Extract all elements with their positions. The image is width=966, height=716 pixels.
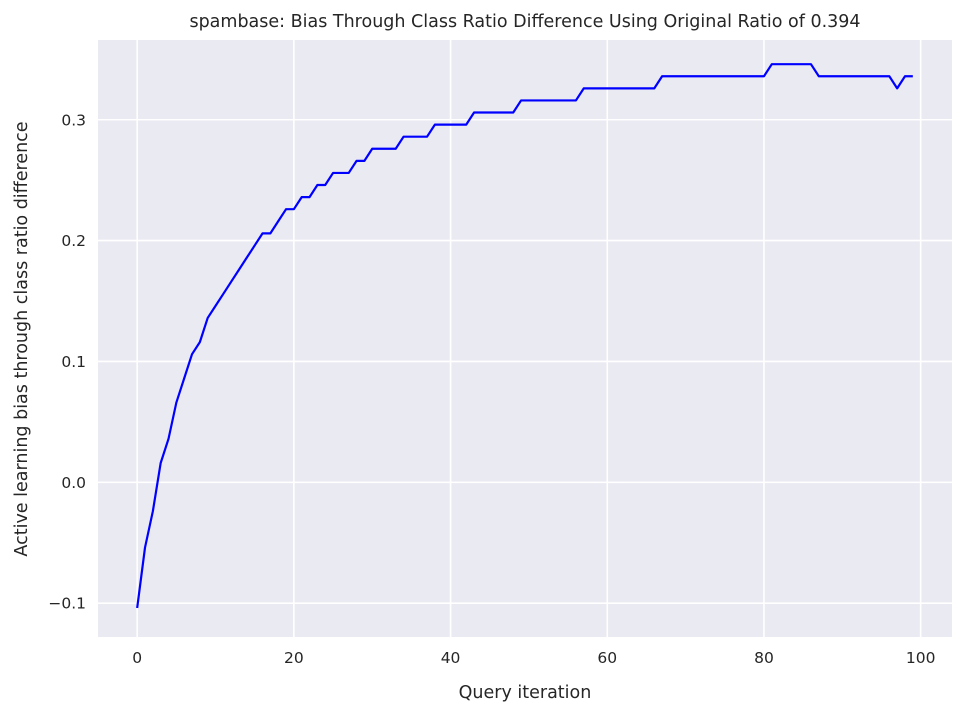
y-tick-labels: −0.1 0.0 0.1 0.2 0.3 — [48, 111, 86, 612]
y-axis-label: Active learning bias through class ratio… — [12, 121, 32, 556]
grid — [98, 40, 952, 637]
x-axis-label: Query iteration — [459, 683, 592, 703]
x-tick-labels: 0 20 40 60 80 100 — [132, 649, 935, 667]
series-line — [136, 63, 913, 609]
y-tick-label: 0.0 — [61, 474, 86, 492]
y-tick-label: −0.1 — [48, 595, 86, 613]
x-tick-label: 20 — [284, 649, 304, 667]
x-tick-label: 100 — [906, 649, 936, 667]
x-tick-label: 40 — [441, 649, 461, 667]
x-tick-label: 0 — [132, 649, 142, 667]
y-tick-label: 0.3 — [61, 111, 86, 129]
x-tick-label: 80 — [754, 649, 774, 667]
x-tick-label: 60 — [597, 649, 617, 667]
chart-title: spambase: Bias Through Class Ratio Diffe… — [189, 12, 860, 32]
plot-area — [98, 40, 952, 637]
y-tick-label: 0.2 — [61, 232, 86, 250]
y-tick-label: 0.1 — [61, 353, 86, 371]
